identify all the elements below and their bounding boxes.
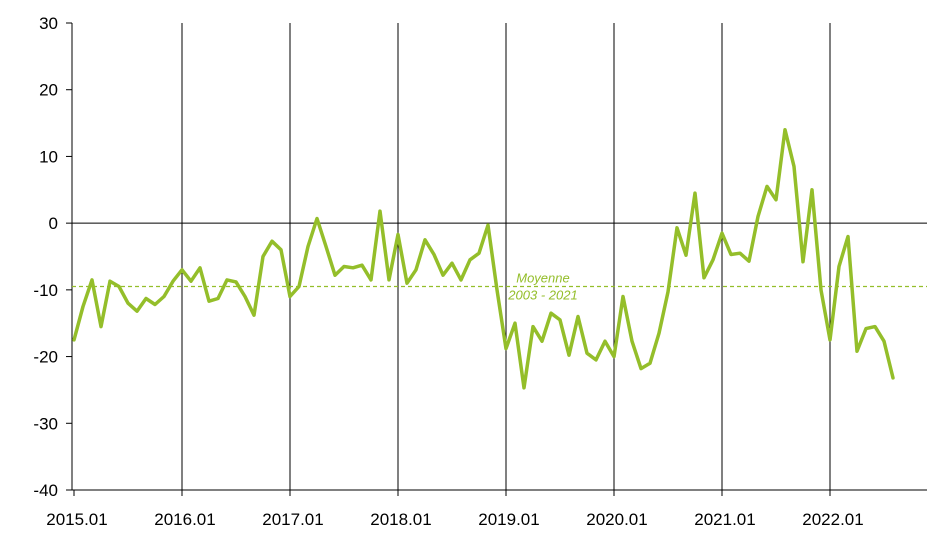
y-tick-label: -40 <box>33 481 58 500</box>
y-tick-label: -20 <box>33 348 58 367</box>
x-tick-label: 2022.01 <box>802 510 863 529</box>
average-label-line2: 2003 - 2021 <box>507 288 577 303</box>
y-tick-label: -30 <box>33 414 58 433</box>
x-tick-label: 2018.01 <box>370 510 431 529</box>
x-tick-labels: 2015.01 2016.01 2017.01 2018.01 2019.01 2020.… <box>46 510 863 529</box>
x-tick-label: 2016.01 <box>154 510 215 529</box>
y-tick-label: 10 <box>39 147 58 166</box>
x-tick-label: 2017.01 <box>262 510 323 529</box>
y-axis-ticks <box>66 22 72 491</box>
x-tick-label: 2019.01 <box>478 510 539 529</box>
average-label-line1: Moyenne <box>516 271 569 286</box>
y-tick-labels: 30 20 10 0 -10 -20 -30 -40 <box>33 14 58 500</box>
y-tick-label: -10 <box>33 281 58 300</box>
x-tick-label: 2015.01 <box>46 510 107 529</box>
x-tick-label: 2021.01 <box>694 510 755 529</box>
series-line <box>72 127 895 390</box>
x-tick-label: 2020.01 <box>586 510 647 529</box>
y-tick-label: 30 <box>39 14 58 33</box>
y-tick-label: 20 <box>39 81 58 100</box>
y-tick-label: 0 <box>49 214 58 233</box>
vertical-gridlines <box>73 23 831 496</box>
